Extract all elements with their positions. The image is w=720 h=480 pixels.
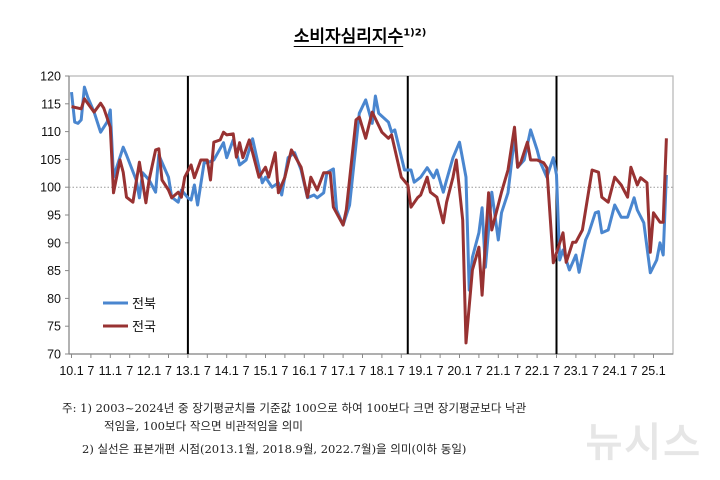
y-tick-label: 110 bbox=[41, 125, 61, 139]
x-tick-label: 7 bbox=[126, 364, 133, 378]
x-tick-label: 15.1 bbox=[253, 364, 277, 378]
chart-title: 소비자심리지수1)2) bbox=[0, 22, 720, 47]
x-tick-label: 20.1 bbox=[447, 364, 471, 378]
footnote-2: 2) 실선은 표본개편 시점(2013.1월, 2018.9월, 2022.7월… bbox=[62, 440, 526, 458]
footnote-prefix: 주: bbox=[62, 401, 77, 415]
x-tick-label: 21.1 bbox=[486, 364, 510, 378]
series-line-national bbox=[71, 97, 668, 345]
sample-revision-markers bbox=[186, 76, 558, 354]
legend-label: 전국 bbox=[132, 320, 156, 335]
x-tick-label: 25.1 bbox=[641, 364, 665, 378]
x-tick-label: 17.1 bbox=[331, 364, 355, 378]
y-tick-label: 105 bbox=[40, 153, 61, 167]
x-tick-label: 12.1 bbox=[137, 364, 161, 378]
y-tick-label: 115 bbox=[41, 97, 61, 111]
x-tick-label: 22.1 bbox=[525, 364, 549, 378]
x-tick-label: 7 bbox=[281, 364, 288, 378]
x-tick-label: 13.1 bbox=[176, 364, 200, 378]
x-tick-label: 7 bbox=[204, 364, 211, 378]
footnote-2-mark: 2) bbox=[82, 442, 94, 456]
x-tick-label: 23.1 bbox=[564, 364, 588, 378]
x-tick-label: 11.1 bbox=[99, 364, 122, 378]
x-tick-label: 14.1 bbox=[215, 364, 239, 378]
footnotes: 주: 1) 2003~2024년 중 장기평균치를 기준값 100으로 하여 1… bbox=[62, 399, 526, 458]
y-tick-label: 70 bbox=[47, 348, 61, 362]
chart-title-text: 소비자심리지수 bbox=[293, 27, 404, 47]
legend-label: 전북 bbox=[132, 297, 156, 312]
x-tick-label: 16.1 bbox=[292, 364, 316, 378]
newsis-watermark-logo: 뉴시스 bbox=[585, 420, 702, 466]
x-tick-label: 19.1 bbox=[409, 364, 433, 378]
chart-title-footnote-mark: 1)2) bbox=[403, 27, 427, 39]
x-tick-label: 7 bbox=[514, 364, 521, 378]
y-tick-label: 120 bbox=[40, 70, 61, 84]
x-tick-label: 7 bbox=[631, 364, 638, 378]
x-tick-label: 7 bbox=[359, 364, 366, 378]
footnote-1: 주: 1) 2003~2024년 중 장기평균치를 기준값 100으로 하여 1… bbox=[62, 399, 526, 417]
x-tick-label: 7 bbox=[398, 364, 405, 378]
footnote-2-text: 실선은 표본개편 시점(2013.1월, 2018.9월, 2022.7월)을 … bbox=[97, 442, 467, 456]
x-tick-label: 7 bbox=[320, 364, 327, 378]
series-line-jeonbuk bbox=[70, 85, 668, 292]
footnote-1-mark: 1) bbox=[80, 401, 92, 415]
y-tick-label: 75 bbox=[47, 320, 61, 334]
y-tick-label: 90 bbox=[47, 236, 61, 250]
x-tick-label: 24.1 bbox=[603, 364, 627, 378]
x-tick-label: 7 bbox=[437, 364, 444, 378]
x-tick-label: 7 bbox=[165, 364, 172, 378]
x-tick-label: 7 bbox=[87, 364, 94, 378]
footnote-1-text: 2003~2024년 중 장기평균치를 기준값 100으로 하여 100보다 크… bbox=[95, 401, 527, 415]
footnote-1-cont: 적임을, 100보다 작으면 비관적임을 의미 bbox=[62, 417, 526, 435]
footnote-1-text-2: 적임을, 100보다 작으면 비관적임을 의미 bbox=[104, 419, 303, 433]
x-tick-label: 7 bbox=[243, 364, 250, 378]
x-tick-label: 18.1 bbox=[370, 364, 394, 378]
x-tick-label: 7 bbox=[553, 364, 560, 378]
axes: 70 75 80 85 90 95 100 105 110 115 120 10.1 7 11.1 7 12.… bbox=[40, 70, 674, 378]
y-tick-label: 95 bbox=[47, 209, 61, 223]
x-tick-label: 10.1 bbox=[59, 364, 83, 378]
y-tick-label: 85 bbox=[47, 264, 61, 278]
x-tick-label: 7 bbox=[475, 364, 482, 378]
x-tick-label: 7 bbox=[592, 364, 599, 378]
y-tick-label: 80 bbox=[47, 292, 61, 306]
series-lines bbox=[70, 85, 668, 345]
y-tick-label: 100 bbox=[40, 181, 61, 195]
